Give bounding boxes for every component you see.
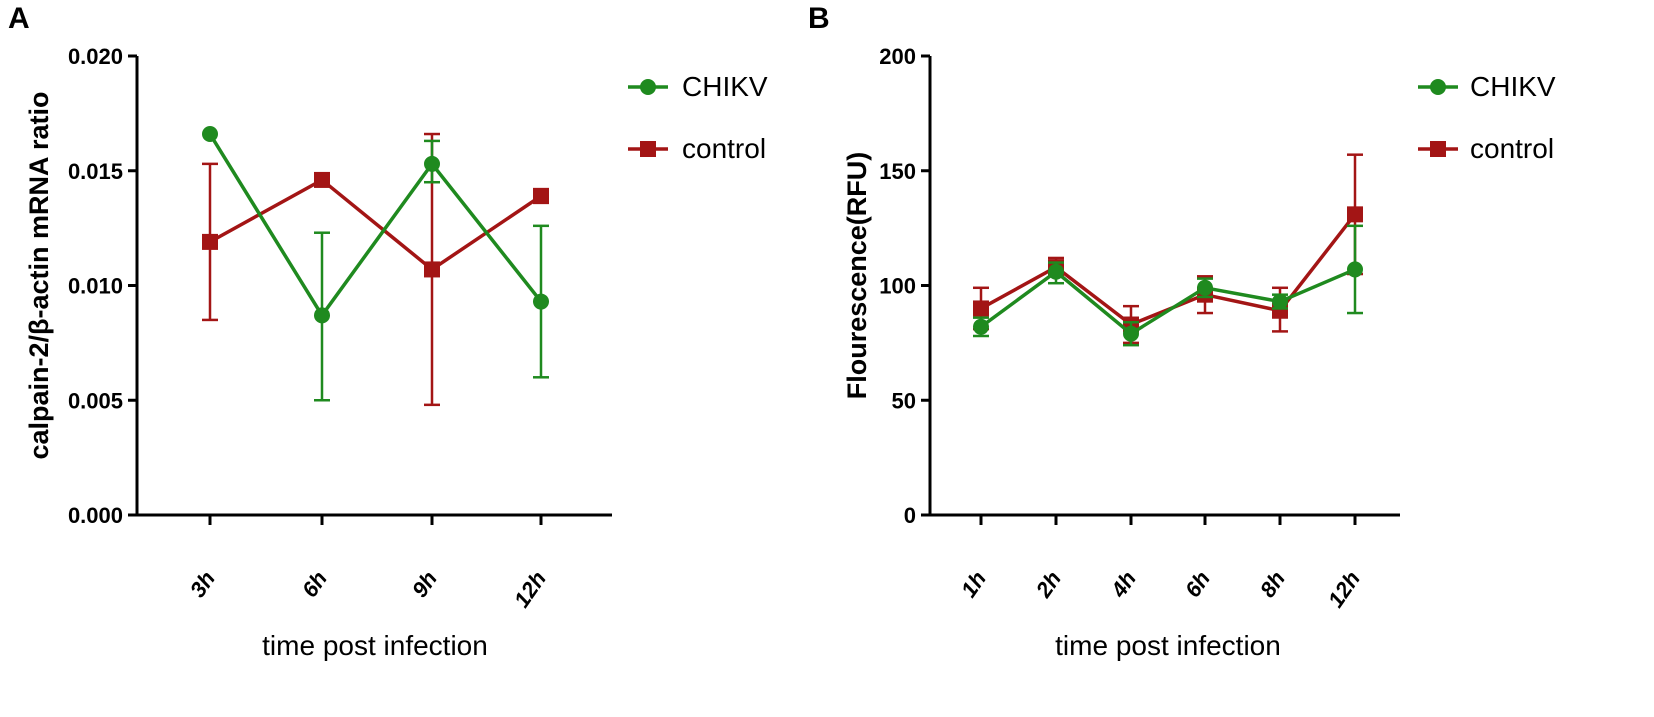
panel-a-control-point <box>424 261 440 278</box>
panel-a-x-tick-label: 6h <box>297 567 332 602</box>
panel-b-y-tick-label: 100 <box>879 274 916 299</box>
panel-a-chikv-legend-label: CHIKV <box>682 71 768 102</box>
panel-b-chikv-series-line <box>979 267 1356 336</box>
panel-b-x-tick-label: 8h <box>1255 567 1290 602</box>
panel-a-control-point <box>314 171 330 188</box>
panel-letter-b: B <box>808 2 830 35</box>
panel-a-x-tick-label: 9h <box>407 567 442 602</box>
panel-a-chikv-point <box>314 307 330 324</box>
panel-a-chikv-series-line <box>208 133 543 319</box>
panel-a-y-tick-label: 0.005 <box>68 388 123 413</box>
panel-a-control-point <box>202 233 218 250</box>
panel-b-y-tick-label: 200 <box>879 44 916 69</box>
panel-b-y-tick-label: 150 <box>879 159 916 184</box>
panel-b-x-tick-label: 2h <box>1030 567 1066 603</box>
panel-letter-a: A <box>8 2 30 35</box>
panel-b-control-series-line <box>980 213 1357 327</box>
panel-b-chikv-point <box>1048 263 1064 280</box>
panel-a-x-tick-label: 12h <box>509 567 551 612</box>
panel-a-chikv-point <box>533 293 549 310</box>
panel-a-y-tick-label: 0.010 <box>68 274 123 299</box>
panel-a-plot-group: 0.000 0.005 0.010 0.015 0.020 3h 6h 9h 12h time p… <box>24 44 768 661</box>
panel-b-chikv-point <box>1123 325 1139 342</box>
panel-b-chikv-point <box>973 318 989 335</box>
panel-b-x-tick-label: 6h <box>1180 567 1215 602</box>
panel-a-chikv-legend-marker <box>640 79 656 95</box>
panel-b-control-legend-label: control <box>1470 133 1554 164</box>
panel-b-x-axis-label: time post infection <box>1055 630 1281 661</box>
panel-b-y-axis-label: Flourescence(RFU) <box>842 152 872 400</box>
panel-b-chikv-point <box>1197 279 1213 296</box>
panel-a-control-series-line <box>209 177 542 272</box>
panel-b-x-tick-label: 4h <box>1105 567 1141 603</box>
panel-a-control-legend-label: control <box>682 133 766 164</box>
panel-b-control-legend-marker <box>1430 141 1446 157</box>
panel-a-y-axis-label: calpain-2/β-actin mRNA ratio <box>24 91 54 459</box>
panel-b-chikv-legend-label: CHIKV <box>1470 71 1556 102</box>
panel-b-chikv-legend-marker <box>1430 79 1446 95</box>
panel-b-control-point <box>1347 206 1363 223</box>
panel-b-chikv-point <box>1347 261 1363 278</box>
panel-a-x-axis-label: time post infection <box>262 630 488 661</box>
panel-a-chikv-point <box>202 126 218 143</box>
panel-b-y-tick-label: 0 <box>904 503 916 528</box>
panel-a-y-tick-label: 0.000 <box>68 503 123 528</box>
panel-b-control-point <box>973 300 989 317</box>
panel-a-y-tick-label: 0.015 <box>68 159 123 184</box>
panel-a-control-legend-marker <box>640 141 656 157</box>
panel-b-x-tick-label: 1h <box>956 567 991 602</box>
panel-a-x-tick-label: 3h <box>185 567 220 602</box>
panel-b-x-tick-label: 12h <box>1323 567 1365 612</box>
panel-b-chikv-point <box>1272 293 1288 310</box>
panel-b-y-tick-label: 50 <box>892 388 916 413</box>
panel-a-chikv-point <box>424 155 440 172</box>
panel-a-control-point <box>533 187 549 204</box>
panel-b-plot-group: 0 50 100 150 200 1h 2h 4h 6h 8h 12h time post infec… <box>842 44 1556 661</box>
panel-a-y-tick-label: 0.020 <box>68 44 123 69</box>
